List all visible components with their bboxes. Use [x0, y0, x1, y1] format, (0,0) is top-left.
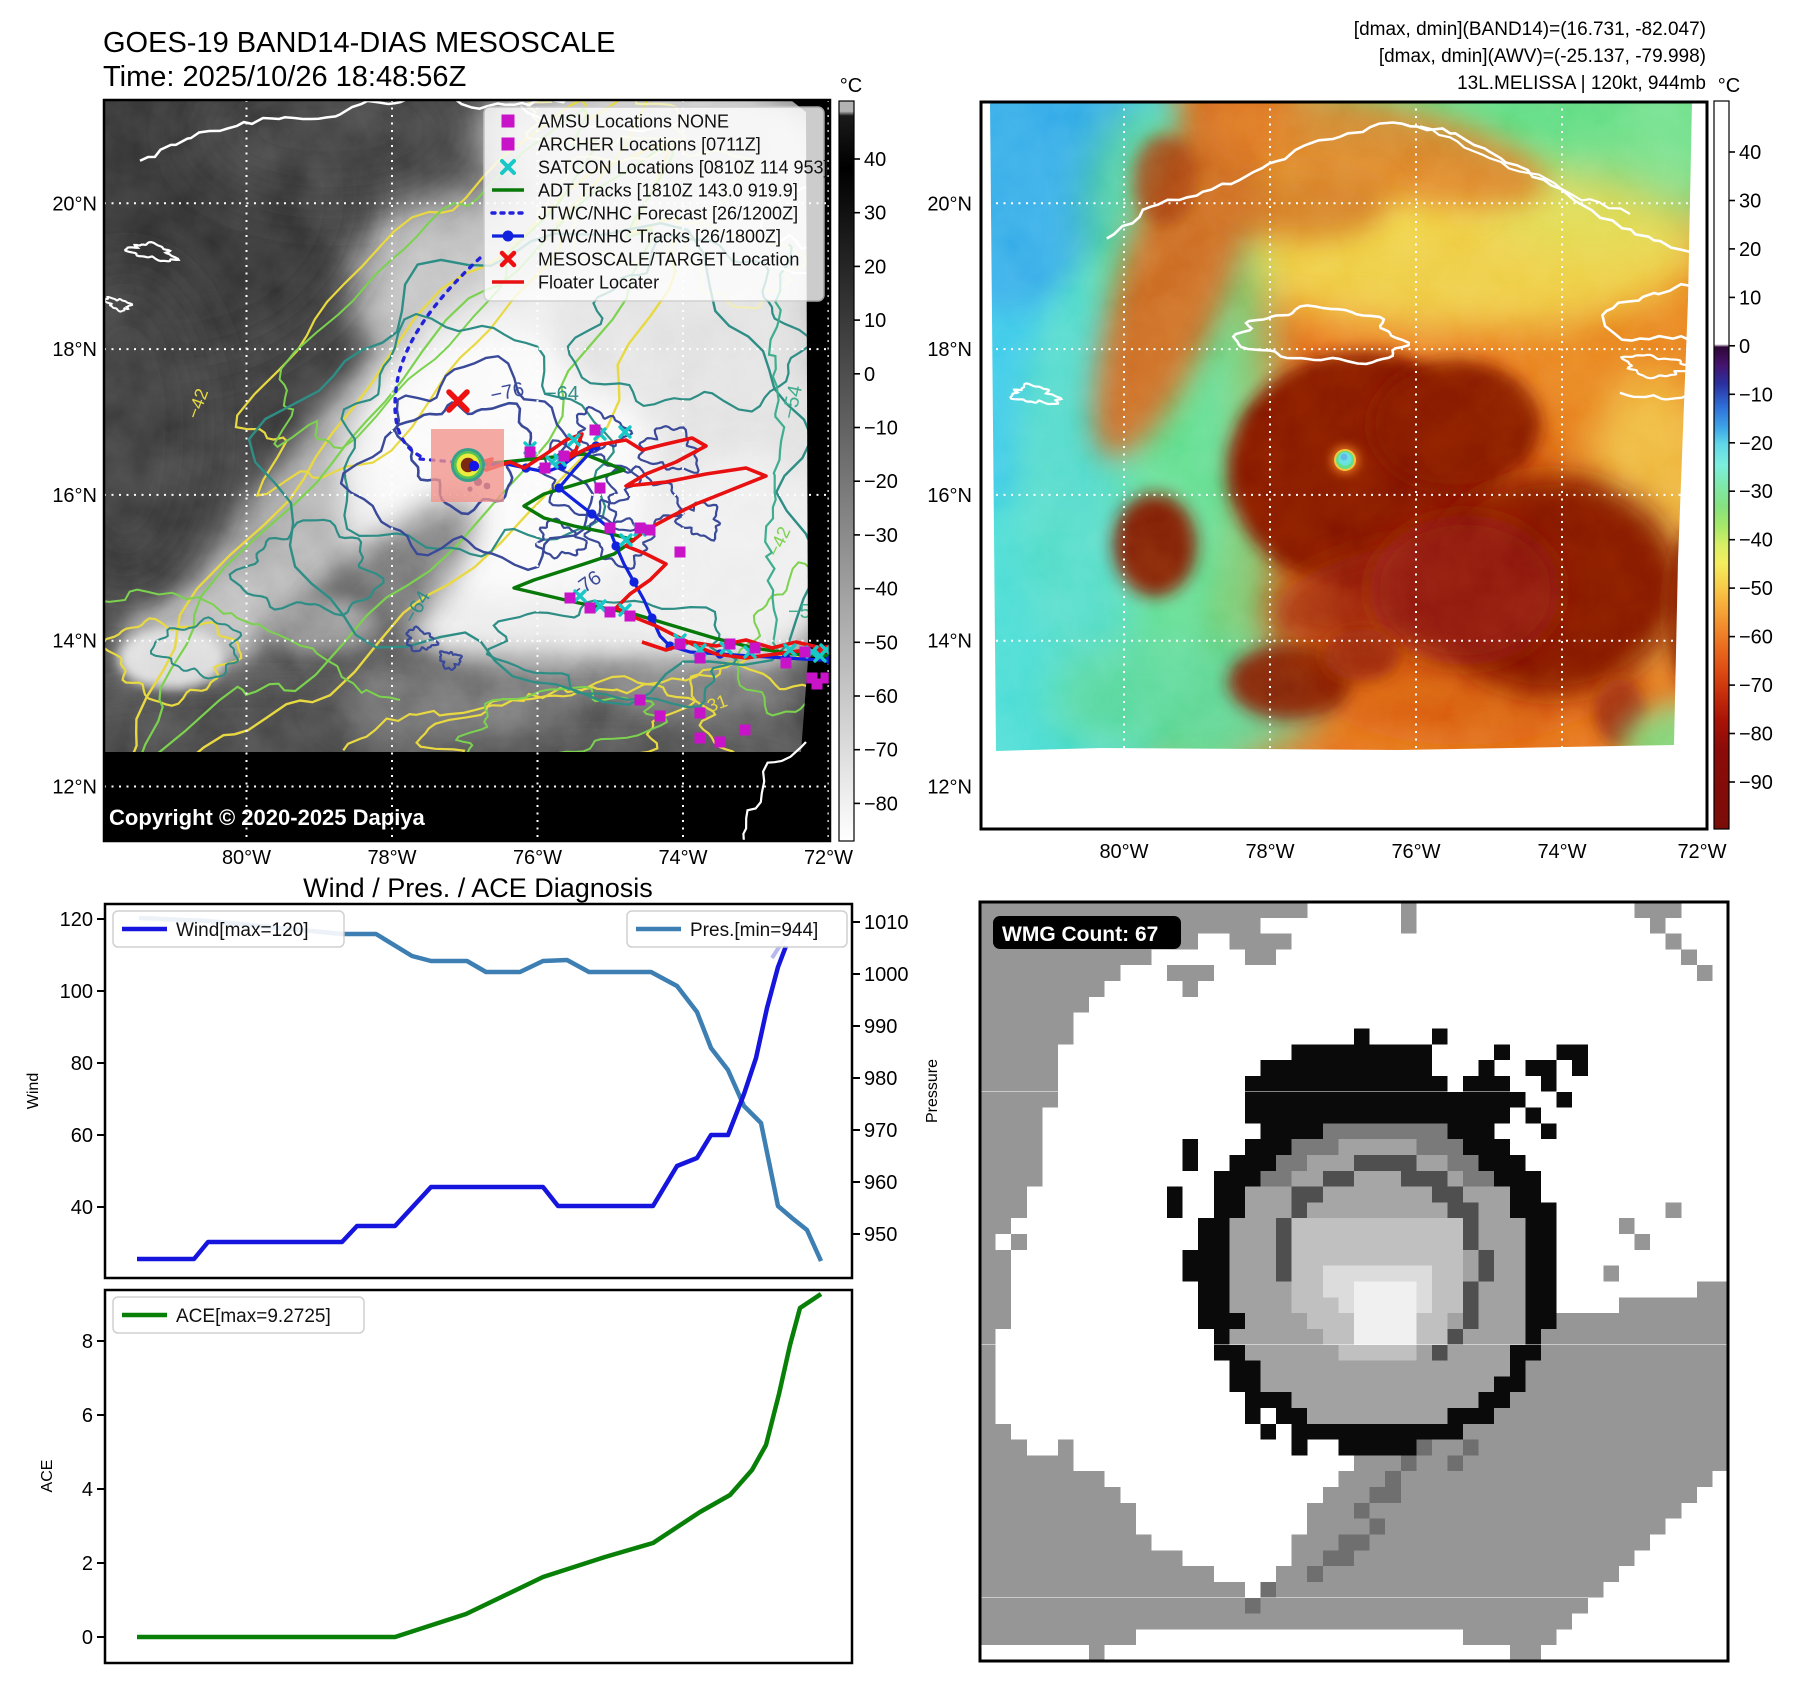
- svg-text:0: 0: [864, 364, 875, 386]
- svg-text:Pressure: Pressure: [924, 1059, 941, 1123]
- svg-text:[dmax, dmin](AWV)=(-25.137, -7: [dmax, dmin](AWV)=(-25.137, -79.998): [1379, 46, 1706, 67]
- svg-text:[dmax, dmin](BAND14)=(16.731,: [dmax, dmin](BAND14)=(16.731, -82.047): [1354, 19, 1706, 40]
- svg-text:JTWC/NHC Forecast [26/1200Z]: JTWC/NHC Forecast [26/1200Z]: [538, 204, 798, 224]
- svg-text:80: 80: [71, 1053, 93, 1075]
- svg-text:78°W: 78°W: [367, 847, 416, 869]
- svg-text:Pres.[min=944]: Pres.[min=944]: [690, 920, 818, 941]
- svg-text:4: 4: [82, 1479, 93, 1501]
- svg-text:960: 960: [864, 1172, 897, 1194]
- svg-text:8: 8: [82, 1331, 93, 1353]
- svg-text:14°N: 14°N: [52, 631, 97, 653]
- svg-text:80°W: 80°W: [222, 847, 271, 869]
- svg-text:72°W: 72°W: [804, 847, 853, 869]
- svg-text:WMG Count: 67: WMG Count: 67: [1002, 923, 1158, 946]
- svg-text:18°N: 18°N: [927, 339, 972, 361]
- svg-text:74°W: 74°W: [658, 847, 707, 869]
- svg-text:6: 6: [82, 1405, 93, 1427]
- svg-text:950: 950: [864, 1224, 897, 1246]
- svg-text:72°W: 72°W: [1677, 841, 1726, 863]
- svg-text:Floater Locater: Floater Locater: [538, 273, 659, 293]
- svg-text:−20: −20: [864, 471, 898, 493]
- svg-text:Wind / Pres. / ACE Diagnosis: Wind / Pres. / ACE Diagnosis: [303, 873, 653, 903]
- svg-text:−50: −50: [1739, 578, 1773, 600]
- svg-text:980: 980: [864, 1068, 897, 1090]
- svg-text:ACE: ACE: [39, 1460, 56, 1493]
- svg-text:20°N: 20°N: [52, 193, 97, 215]
- svg-text:JTWC/NHC Tracks [26/1800Z]: JTWC/NHC Tracks [26/1800Z]: [538, 227, 781, 247]
- svg-text:30: 30: [864, 203, 886, 225]
- svg-text:12°N: 12°N: [52, 777, 97, 799]
- svg-text:−70: −70: [1739, 675, 1773, 697]
- svg-text:16°N: 16°N: [927, 485, 972, 507]
- svg-text:Wind[max=120]: Wind[max=120]: [176, 920, 309, 941]
- svg-text:78°W: 78°W: [1245, 841, 1294, 863]
- svg-text:80°W: 80°W: [1099, 841, 1148, 863]
- svg-text:74°W: 74°W: [1537, 841, 1586, 863]
- svg-text:−64: −64: [545, 383, 579, 405]
- svg-text:−30: −30: [864, 525, 898, 547]
- svg-text:Wind: Wind: [25, 1073, 42, 1109]
- svg-text:−54: −54: [788, 601, 822, 623]
- svg-text:20°N: 20°N: [927, 193, 972, 215]
- svg-text:16°N: 16°N: [52, 485, 97, 507]
- svg-text:60: 60: [71, 1125, 93, 1147]
- svg-text:GOES-19 BAND14-DIAS MESOSCALE: GOES-19 BAND14-DIAS MESOSCALE: [103, 27, 616, 59]
- svg-text:−70: −70: [864, 740, 898, 762]
- svg-text:−80: −80: [864, 793, 898, 815]
- svg-text:°C: °C: [1718, 75, 1740, 97]
- svg-text:°C: °C: [840, 75, 862, 97]
- svg-text:Copyright © 2020-2025 Dapiya: Copyright © 2020-2025 Dapiya: [109, 805, 426, 830]
- svg-text:18°N: 18°N: [52, 339, 97, 361]
- svg-text:76°W: 76°W: [513, 847, 562, 869]
- svg-text:−50: −50: [864, 632, 898, 654]
- svg-text:ADT Tracks [1810Z 143.0 919.9]: ADT Tracks [1810Z 143.0 919.9]: [538, 181, 798, 201]
- svg-text:2: 2: [82, 1553, 93, 1575]
- svg-text:990: 990: [864, 1016, 897, 1038]
- svg-text:40: 40: [864, 149, 886, 171]
- svg-text:−40: −40: [864, 579, 898, 601]
- svg-text:12°N: 12°N: [927, 777, 972, 799]
- svg-text:ACE[max=9.2725]: ACE[max=9.2725]: [176, 1306, 331, 1327]
- svg-text:40: 40: [1739, 142, 1761, 164]
- svg-text:−40: −40: [1739, 530, 1773, 552]
- svg-text:−30: −30: [1739, 481, 1773, 503]
- svg-text:14°N: 14°N: [927, 631, 972, 653]
- svg-text:20: 20: [864, 256, 886, 278]
- svg-text:1000: 1000: [864, 964, 909, 986]
- svg-text:120: 120: [60, 909, 93, 931]
- svg-text:40: 40: [71, 1197, 93, 1219]
- svg-text:20: 20: [1739, 239, 1761, 261]
- svg-text:−60: −60: [1739, 627, 1773, 649]
- svg-text:30: 30: [1739, 191, 1761, 213]
- svg-text:−10: −10: [864, 418, 898, 440]
- svg-text:Time: 2025/10/26 18:48:56Z: Time: 2025/10/26 18:48:56Z: [103, 61, 466, 93]
- svg-text:100: 100: [60, 981, 93, 1003]
- svg-text:10: 10: [1739, 287, 1761, 309]
- svg-text:−10: −10: [1739, 384, 1773, 406]
- svg-text:13L.MELISSA | 120kt, 944mb: 13L.MELISSA | 120kt, 944mb: [1457, 73, 1706, 94]
- svg-text:970: 970: [864, 1120, 897, 1142]
- svg-text:0: 0: [82, 1627, 93, 1649]
- svg-text:MESOSCALE/TARGET Location: MESOSCALE/TARGET Location: [538, 250, 799, 270]
- svg-text:10: 10: [864, 310, 886, 332]
- svg-text:1010: 1010: [864, 912, 909, 934]
- svg-text:AMSU Locations NONE: AMSU Locations NONE: [538, 112, 729, 132]
- svg-text:−90: −90: [1739, 772, 1773, 794]
- svg-text:ARCHER Locations [0711Z]: ARCHER Locations [0711Z]: [538, 135, 761, 155]
- svg-text:−20: −20: [1739, 433, 1773, 455]
- svg-text:0: 0: [1739, 336, 1750, 358]
- svg-text:SATCON Locations [0810Z 114 95: SATCON Locations [0810Z 114 953]: [538, 158, 829, 178]
- svg-text:76°W: 76°W: [1391, 841, 1440, 863]
- svg-text:−60: −60: [864, 686, 898, 708]
- svg-text:−80: −80: [1739, 724, 1773, 746]
